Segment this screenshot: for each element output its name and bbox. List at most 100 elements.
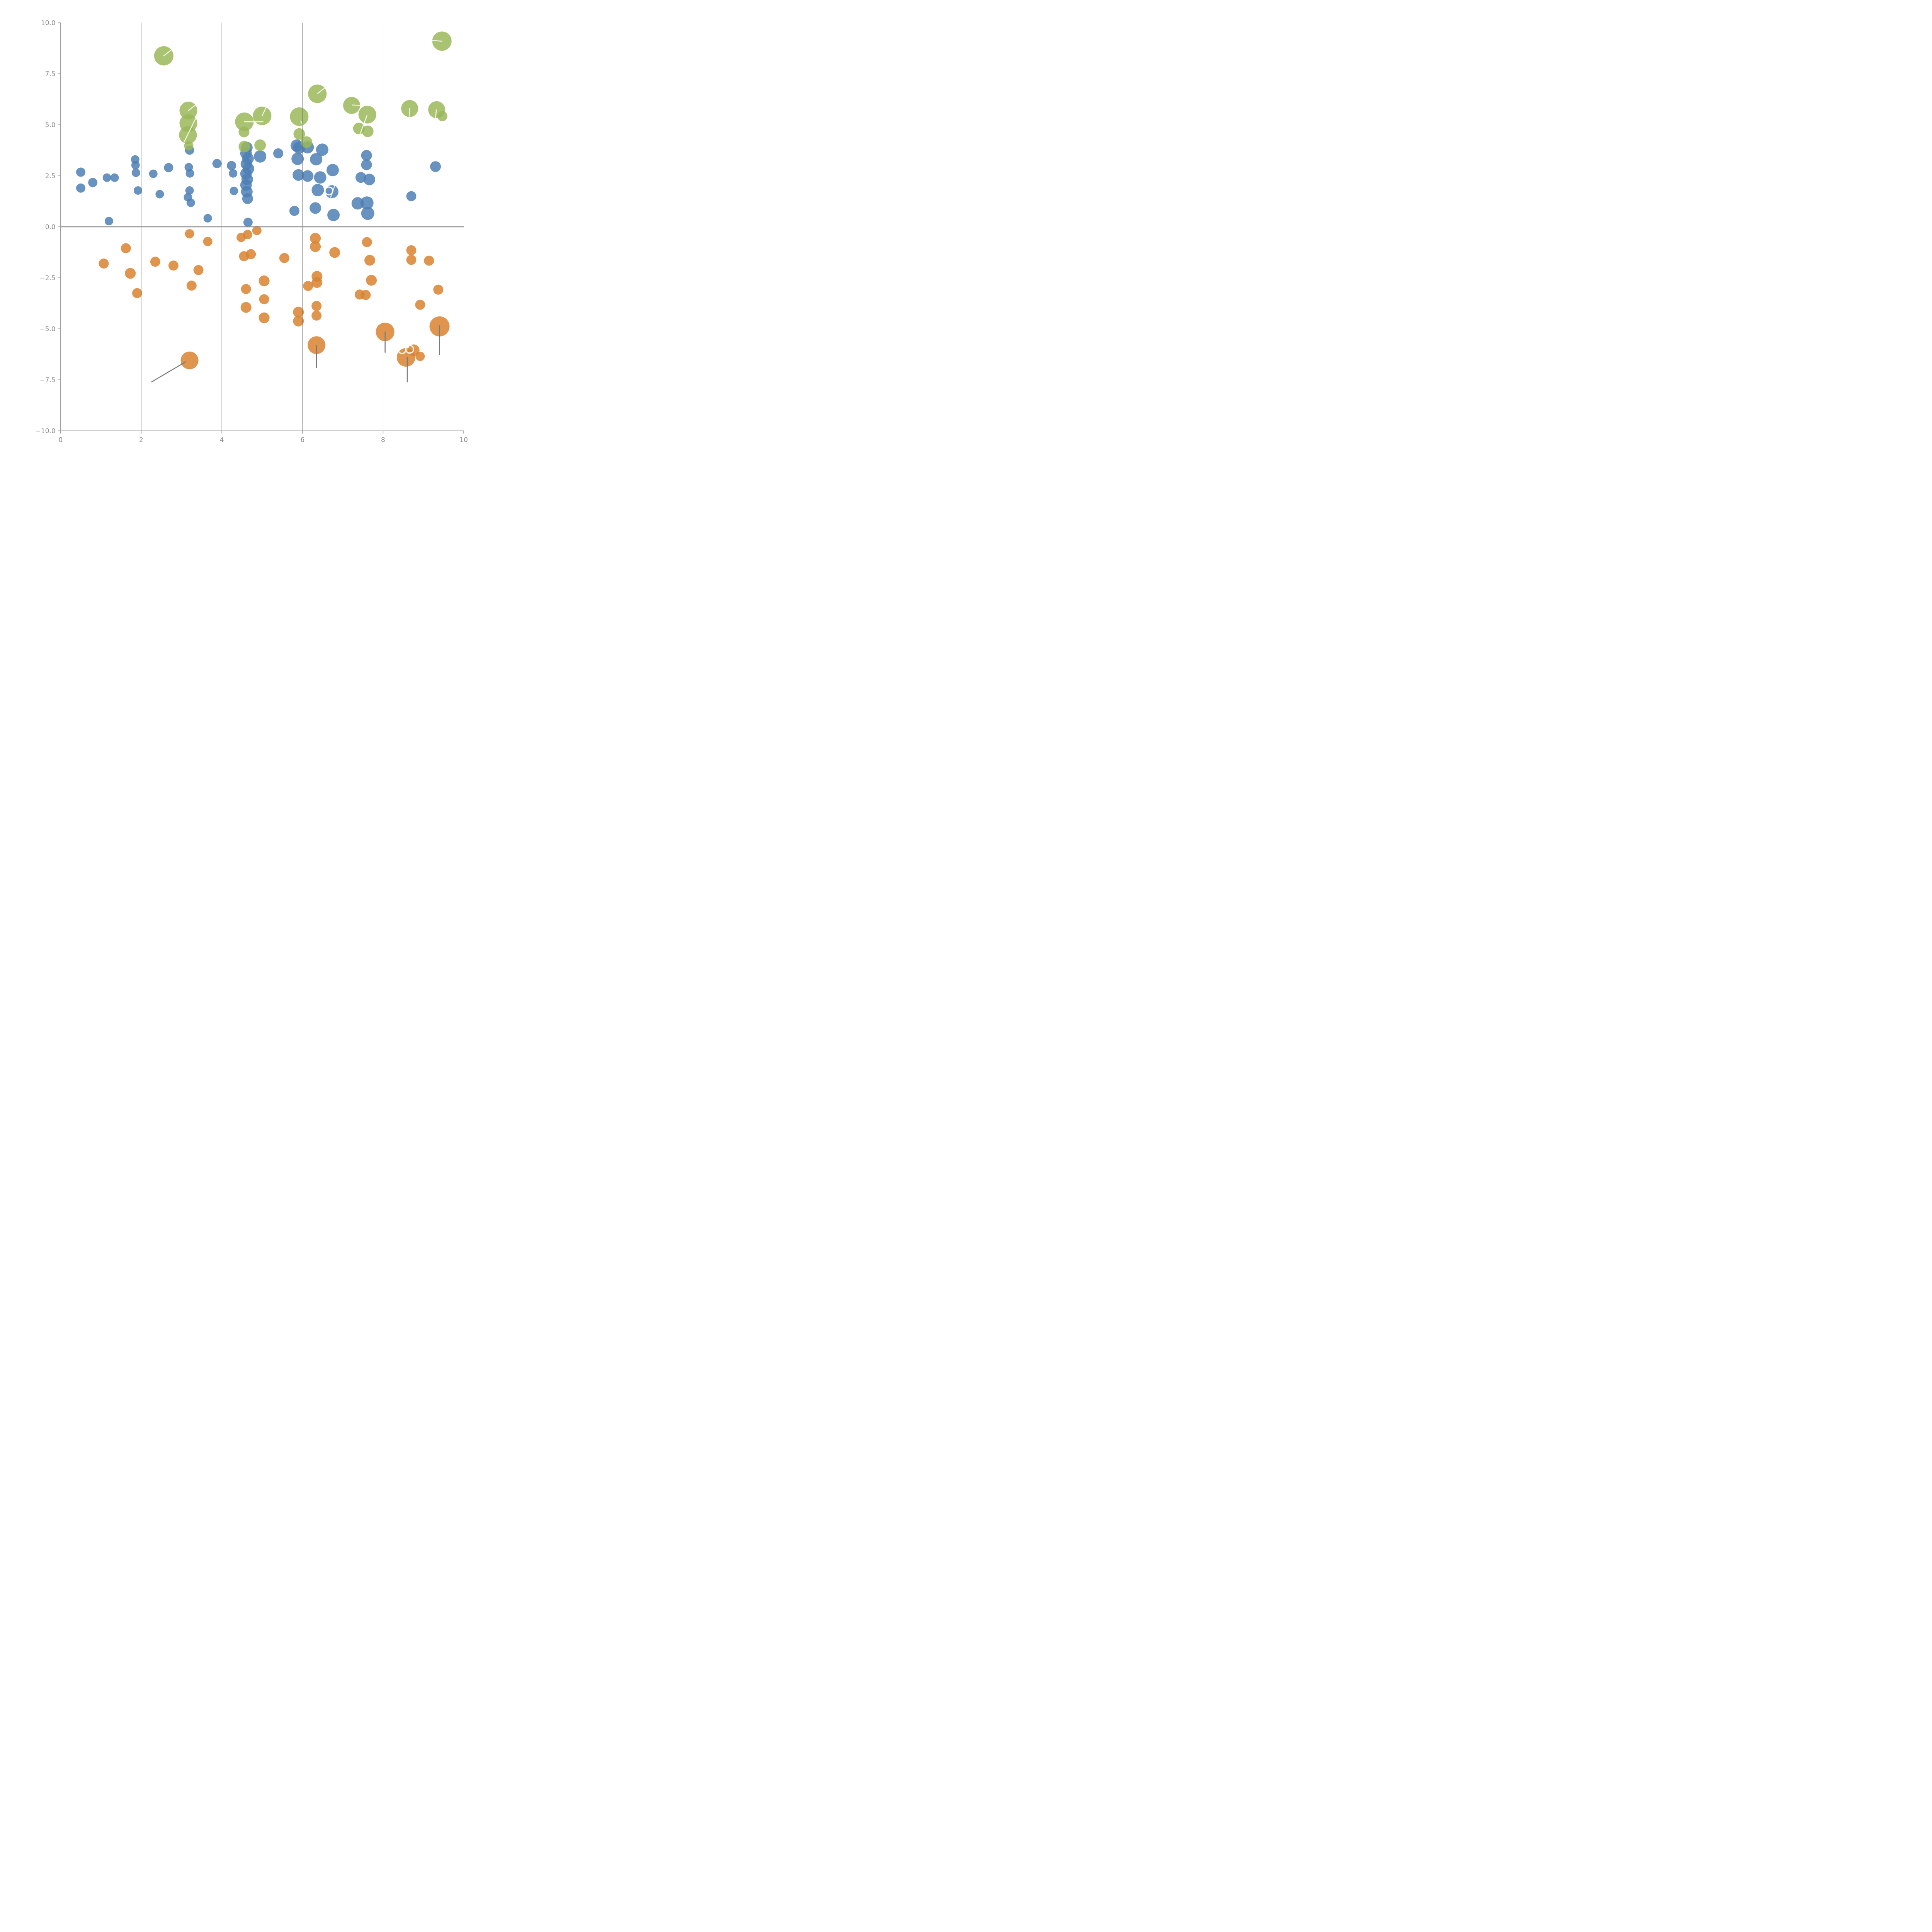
markers-layer <box>76 31 452 369</box>
scatter-point-orange <box>303 281 313 291</box>
tick-labels-layer: 10.0 7.5 5.0 2.5 0.0 −2.5 −5.0 −7.5 −10.00 2 4 6 8 10 <box>36 19 468 444</box>
y-tick-label: 0.0 <box>45 223 56 231</box>
scatter-point-blue <box>430 161 441 172</box>
scatter-point-blue <box>361 150 372 161</box>
scatter-point-blue <box>203 214 212 223</box>
scatter-point-blue <box>229 169 238 178</box>
scatter-point-green <box>362 125 374 137</box>
scatter-point-blue <box>155 190 164 199</box>
scatter-point-blue <box>227 161 236 170</box>
scatter-point-blue <box>134 186 143 195</box>
white-decor-layer <box>163 40 443 354</box>
x-tick-label: 0 <box>58 436 63 444</box>
scatter-point-green <box>343 97 360 114</box>
scatter-point-blue <box>88 178 98 187</box>
scatter-point-green <box>301 136 313 148</box>
scatter-point-orange <box>259 275 270 286</box>
scatter-point-orange <box>361 290 371 300</box>
scatter-point-green <box>437 111 447 121</box>
scatter-point-blue <box>363 173 375 185</box>
scatter-point-blue <box>302 170 314 182</box>
scatter-point-blue <box>406 191 417 201</box>
scatter-point-orange <box>259 312 270 323</box>
scatter-point-orange <box>203 237 213 246</box>
white-ring <box>405 345 414 354</box>
white-spoke-line <box>262 107 267 117</box>
scatter-point-green <box>238 126 250 138</box>
scatter-point-orange <box>246 249 256 259</box>
scatter-point-orange <box>240 302 252 313</box>
scatter-point-orange <box>311 277 323 288</box>
scatter-point-orange <box>415 352 425 361</box>
scatter-point-orange <box>259 294 269 304</box>
white-spoke-line <box>359 115 367 136</box>
scatter-point-blue <box>316 143 328 156</box>
scatter-point-blue <box>102 173 111 182</box>
scatter-point-blue <box>243 218 253 227</box>
scatter-point-blue <box>327 209 340 221</box>
scatter-point-blue <box>254 150 267 163</box>
x-tick-label: 8 <box>381 436 385 444</box>
scatter-point-blue <box>186 198 195 207</box>
scatter-point-blue <box>293 169 304 181</box>
scatter-point-orange <box>293 306 304 318</box>
y-tick-label: −7.5 <box>39 376 55 384</box>
y-tick-label: 10.0 <box>41 19 56 27</box>
scatter-point-blue <box>104 217 113 226</box>
scatter-point-blue <box>351 197 364 210</box>
y-tick-label: 7.5 <box>45 70 56 78</box>
scatter-point-blue <box>185 186 194 195</box>
y-tick-label: 5.0 <box>45 121 56 129</box>
scatter-point-blue <box>149 169 158 178</box>
scatter-point-orange <box>241 284 251 294</box>
scatter-point-orange <box>415 299 425 310</box>
scatter-point-blue <box>289 206 299 216</box>
scatter-point-orange <box>424 255 434 266</box>
scatter-point-orange <box>366 275 377 286</box>
scatter-point-green <box>254 139 266 151</box>
scatter-point-orange <box>180 351 199 369</box>
scatter-point-blue <box>110 173 119 182</box>
scatter-point-blue <box>327 164 339 177</box>
x-tick-label: 4 <box>220 436 224 444</box>
white-dot <box>333 197 335 199</box>
y-tick-label: 2.5 <box>45 172 56 180</box>
scatter-point-green <box>290 107 309 126</box>
scatter-point-blue <box>76 167 85 177</box>
white-spoke-line <box>430 40 443 42</box>
chart-canvas: 10.0 7.5 5.0 2.5 0.0 −2.5 −5.0 −7.5 −10.00 2 4 6 8 10 <box>36 19 468 444</box>
scatter-point-blue <box>310 153 323 166</box>
y-tick-label: −5.0 <box>39 325 55 333</box>
scatter-point-blue <box>230 187 238 196</box>
scatter-point-orange <box>132 288 142 298</box>
white-spoke-line <box>163 48 174 56</box>
scatter-point-orange <box>293 315 304 327</box>
scatter-point-blue <box>311 184 324 196</box>
scatter-point-green <box>238 141 250 153</box>
scatter-point-blue <box>131 168 140 177</box>
scatter-point-blue <box>361 207 374 220</box>
scatter-point-green <box>184 141 194 151</box>
scatter-point-orange <box>125 268 136 279</box>
scatter-point-orange <box>406 245 417 255</box>
scatter-point-orange <box>186 281 197 291</box>
scatter-point-orange <box>311 301 322 311</box>
scatter-point-blue <box>314 171 327 184</box>
scatter-point-orange <box>121 243 131 253</box>
white-spoke-line <box>188 103 198 111</box>
scatter-point-blue <box>273 148 284 158</box>
scatter-point-orange <box>406 255 417 265</box>
y-tick-label: −10.0 <box>36 427 56 435</box>
scatter-point-orange <box>193 265 204 275</box>
scatter-point-orange <box>329 247 340 258</box>
x-tick-label: 6 <box>300 436 304 444</box>
white-spoke-line <box>408 108 410 124</box>
white-spoke-line <box>300 121 306 131</box>
scatter-point-blue <box>212 159 222 168</box>
white-spoke-line <box>182 117 197 146</box>
scatter-point-green <box>353 122 365 134</box>
scatter-point-orange <box>364 255 375 266</box>
white-spoke-line <box>434 109 437 128</box>
scatter-point-orange <box>310 241 321 252</box>
scatter-point-blue <box>76 183 85 193</box>
